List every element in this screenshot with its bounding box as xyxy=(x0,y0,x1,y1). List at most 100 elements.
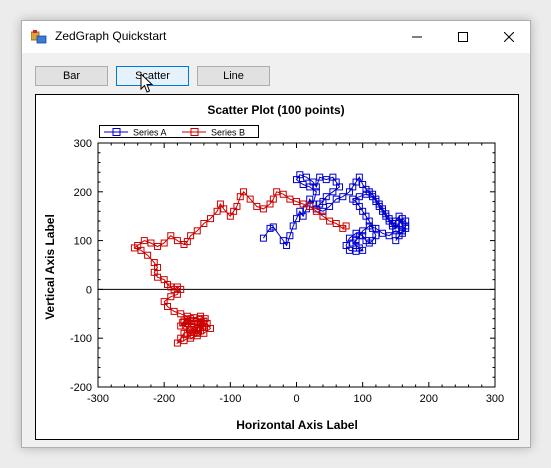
data-point-series-a xyxy=(352,229,360,237)
data-point-series-a xyxy=(402,217,410,225)
data-point-series-b xyxy=(201,315,209,323)
data-point-series-a xyxy=(299,180,307,188)
y-tick-label: -100 xyxy=(70,333,92,345)
data-point-series-a xyxy=(355,173,363,181)
data-point-series-b xyxy=(279,190,287,198)
data-point-series-a xyxy=(293,215,300,223)
legend-label-series-b: Series B xyxy=(211,128,245,138)
data-point-series-a xyxy=(312,188,320,196)
x-tick-label: 100 xyxy=(353,393,371,405)
data-point-series-b xyxy=(326,217,334,225)
data-point-series-a xyxy=(372,232,380,240)
data-point-series-b xyxy=(167,293,175,301)
line-button[interactable]: Line xyxy=(197,66,270,86)
data-point-series-b xyxy=(173,290,181,298)
data-point-series-b xyxy=(206,324,214,332)
legend-marker-series-a xyxy=(112,128,121,136)
data-point-series-b xyxy=(188,317,196,325)
close-button[interactable] xyxy=(486,21,532,53)
data-point-series-a xyxy=(299,212,307,220)
data-point-series-b xyxy=(192,318,200,326)
y-tick-label: 200 xyxy=(74,187,92,199)
x-tick-label: -100 xyxy=(219,393,241,405)
data-point-series-b xyxy=(173,237,181,245)
chart-title: Scatter Plot (100 points) xyxy=(207,103,344,117)
data-point-series-b xyxy=(196,320,204,328)
data-point-series-b xyxy=(160,239,168,247)
data-point-series-b xyxy=(319,212,327,220)
data-point-series-b xyxy=(253,202,261,210)
close-icon xyxy=(504,32,514,42)
x-axis-label: Horizontal Axis Label xyxy=(236,418,358,432)
data-point-series-b xyxy=(200,317,208,325)
legend-label-series-a: Series A xyxy=(133,128,167,138)
data-point-series-b xyxy=(154,242,162,250)
data-point-series-b xyxy=(193,227,201,235)
data-point-series-a xyxy=(329,188,337,196)
data-point-series-b xyxy=(195,327,203,335)
data-point-series-b xyxy=(293,198,300,206)
maximize-button[interactable] xyxy=(440,21,486,53)
data-point-series-b xyxy=(213,207,221,215)
data-point-series-b xyxy=(163,302,171,310)
data-point-series-a xyxy=(319,207,327,215)
data-point-series-b xyxy=(183,318,191,326)
data-point-series-a xyxy=(289,222,297,230)
data-point-series-b xyxy=(259,205,267,213)
maximize-icon xyxy=(458,32,468,42)
data-point-series-b xyxy=(332,220,340,228)
data-point-series-a xyxy=(269,223,277,231)
data-point-series-a xyxy=(326,202,334,210)
data-point-series-b xyxy=(147,239,155,247)
window-title: ZedGraph Quickstart xyxy=(55,29,167,43)
data-point-series-a xyxy=(332,195,340,203)
data-point-series-b xyxy=(137,246,145,254)
data-point-series-a xyxy=(379,229,387,237)
data-point-series-b xyxy=(180,337,188,345)
data-point-series-a xyxy=(355,193,363,201)
data-point-series-a xyxy=(369,224,377,232)
x-tick-label: 200 xyxy=(420,393,438,405)
data-point-series-b xyxy=(154,273,162,281)
x-tick-label: 0 xyxy=(293,393,299,405)
chart-panel[interactable]: Scatter Plot (100 points) -300 -200 -100 0 1… xyxy=(35,94,519,440)
data-point-series-b xyxy=(206,215,214,223)
data-point-series-a xyxy=(286,232,294,240)
x-tick-label: -300 xyxy=(87,393,109,405)
mouse-cursor-icon xyxy=(140,73,154,93)
data-point-series-a xyxy=(283,241,291,249)
data-point-series-a xyxy=(312,183,320,191)
data-point-series-b xyxy=(312,207,320,215)
data-point-series-b xyxy=(173,339,181,347)
data-point-series-b xyxy=(339,224,347,232)
title-bar[interactable]: ZedGraph Quickstart xyxy=(22,21,530,53)
x-tick-label: 300 xyxy=(486,393,504,405)
data-point-series-b xyxy=(299,200,307,208)
data-point-series-b xyxy=(246,195,254,203)
y-tick-label: 100 xyxy=(74,236,92,248)
app-icon xyxy=(31,30,47,44)
data-point-series-a xyxy=(385,232,393,240)
data-point-series-a xyxy=(342,241,350,249)
data-point-series-a xyxy=(349,195,357,203)
data-point-series-a xyxy=(359,246,367,254)
data-point-series-b xyxy=(200,220,208,228)
data-point-series-b xyxy=(183,329,191,337)
bar-button[interactable]: Bar xyxy=(35,66,108,86)
minimize-icon xyxy=(412,36,422,38)
data-point-series-b xyxy=(140,237,148,245)
data-point-series-b xyxy=(236,193,244,201)
data-point-series-a xyxy=(302,173,310,181)
chart-canvas: Scatter Plot (100 points) -300 -200 -100 0 1… xyxy=(43,103,504,432)
data-point-series-a xyxy=(339,193,347,201)
data-point-series-a xyxy=(322,176,330,184)
minimize-button[interactable] xyxy=(394,21,440,53)
data-point-series-b xyxy=(286,195,294,203)
data-point-series-b xyxy=(216,200,224,208)
data-point-series-a xyxy=(345,234,353,242)
legend: Series A Series B xyxy=(99,125,259,138)
data-point-series-b xyxy=(144,251,152,259)
data-point-series-a xyxy=(259,234,267,242)
y-tick-label: 300 xyxy=(74,138,92,150)
y-tick-label: -200 xyxy=(70,382,92,394)
